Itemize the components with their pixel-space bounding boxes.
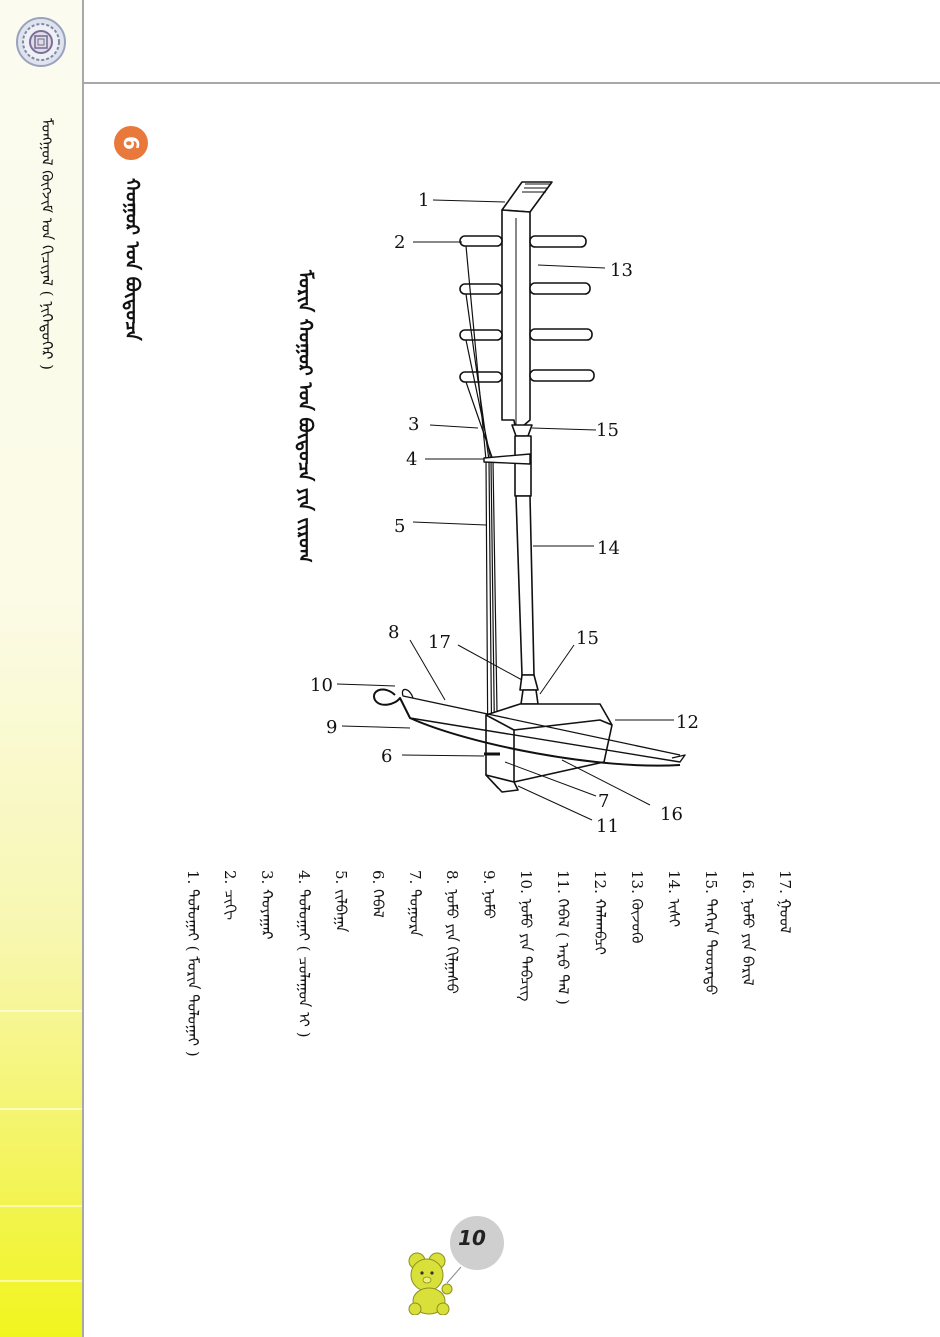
legend-item: 12. ᠬᠠᠯᠬᠠᠪᠴᠢ	[591, 870, 609, 955]
callout-label: 12	[676, 712, 699, 733]
legend-item: 15. ᠳᠡᠭᠡᠷᠡ ᠳᠣᠣᠷᠠᠳᠤ	[702, 870, 720, 996]
side-band	[0, 0, 82, 1337]
band-stripe	[0, 1280, 82, 1282]
legend-item: 14. ᠢᠰᠢ	[665, 870, 683, 928]
callout-label: 14	[597, 538, 620, 559]
band-stripe	[0, 1205, 82, 1207]
teddy-bear-icon	[408, 1216, 504, 1315]
legend-item: 5. ᠵᠢᠯᠪᠠᠭᠠ	[332, 870, 350, 933]
callout-label: 13	[610, 260, 633, 281]
section-number: 6	[119, 136, 143, 150]
page-number: 10	[458, 1226, 486, 1250]
legend-item: 6. ᠬᠡᠪᠡᠯ	[369, 870, 387, 918]
legend-item: 4. ᠲᠣᠯᠣᠭᠠᠢ ( ᠴᠤᠯᠠᠭᠤᠨ ᠢ )	[295, 870, 313, 1038]
callout-label: 5	[394, 516, 405, 537]
parts-legend: 1. ᠲᠣᠯᠣᠭᠠᠢ ( ᠮᠣᠷᠢᠨ ᠲᠣᠯᠣᠭᠠᠢ ) 2. ᠴᠢᠬᠢ 3. …	[180, 870, 800, 1110]
callout-label: 6	[381, 746, 392, 767]
callout-label: 17	[428, 632, 451, 653]
callout-label: 8	[388, 622, 399, 643]
legend-item: 9. ᠨᠤᠮᠤ	[480, 870, 498, 919]
callout-label: 9	[326, 717, 337, 738]
section-title: ᠬᠤᠭᠤᠷ ᠤᠨ ᠪᠦᠲᠦᠴᠡ	[121, 178, 143, 341]
legend-item: 1. ᠲᠣᠯᠣᠭᠠᠢ ( ᠮᠣᠷᠢᠨ ᠲᠣᠯᠣᠭᠠᠢ )	[184, 870, 202, 1057]
callout-label: 3	[408, 414, 419, 435]
callout-label: 16	[660, 804, 683, 825]
legend-item: 10. ᠨᠤᠮᠤ ᠶᠢᠨ ᠲᠡᠪᠴᠢᠭ	[517, 870, 535, 1002]
callout-label: 4	[406, 449, 417, 470]
instrument-diagram: 1 2 3 4 5 6 7 8 9 10 11 12 13 14 15 15 1…	[310, 181, 699, 837]
legend-item: 8. ᠨᠤᠮᠤ ᠶᠢᠨ ᠬᠢᠯᠭᠠᠰᠤ	[443, 870, 461, 994]
callout-label: 2	[394, 232, 405, 253]
side-rule	[82, 0, 84, 1337]
band-stripe	[0, 1010, 82, 1012]
legend-item: 17. ᠭᠣᠣᠯ	[776, 870, 794, 934]
header-rule	[82, 82, 940, 84]
legend-item: 2. ᠴᠢᠬᠢ	[221, 870, 239, 921]
callout-label: 10	[310, 675, 333, 696]
band-stripe	[0, 1108, 82, 1110]
callout-label: 15	[576, 628, 599, 649]
legend-item: 13. ᠬᠦᠵᠦᠭᠦ	[628, 870, 646, 944]
legend-item: 3. ᠬᠣᠶᠠᠭᠠᠷ	[258, 870, 276, 940]
running-head: ᠮᠣᠩᠭᠣᠯ ᠬᠥᠭᠵᠢᠮ ᠤᠨ ᠬᠢᠴᠢᠶᠡᠯ ( ᠨᠢᠭᠡᠳᠦᠭᠡᠷ )	[38, 118, 56, 370]
legend-item: 11. ᠬᠡᠪᠡᠯ ( ᠠᠷᠤ ᠲᠠᠯ )	[554, 870, 572, 1005]
legend-item: 16. ᠨᠤᠮᠤ ᠶᠢᠨ ᠪᠠᠷᠢᠯ	[739, 870, 757, 986]
callout-label: 15	[596, 420, 619, 441]
ornament-emblem-icon	[16, 17, 66, 67]
figure-caption: ᠮᠣᠷᠢᠨ ᠬᠤᠭᠤᠷ ᠤᠨ ᠪᠦᠲᠦᠴᠡ ᠶᠢᠨ ᠵᠢᠷᠤᠭ	[294, 270, 316, 563]
callout-label: 1	[418, 190, 429, 211]
legend-item: 7. ᠳᠤᠭᠤᠷᠠ	[406, 870, 424, 937]
numbered-badge-icon: 6	[114, 126, 148, 160]
callout-label: 11	[596, 816, 619, 837]
callout-label: 7	[598, 791, 609, 812]
